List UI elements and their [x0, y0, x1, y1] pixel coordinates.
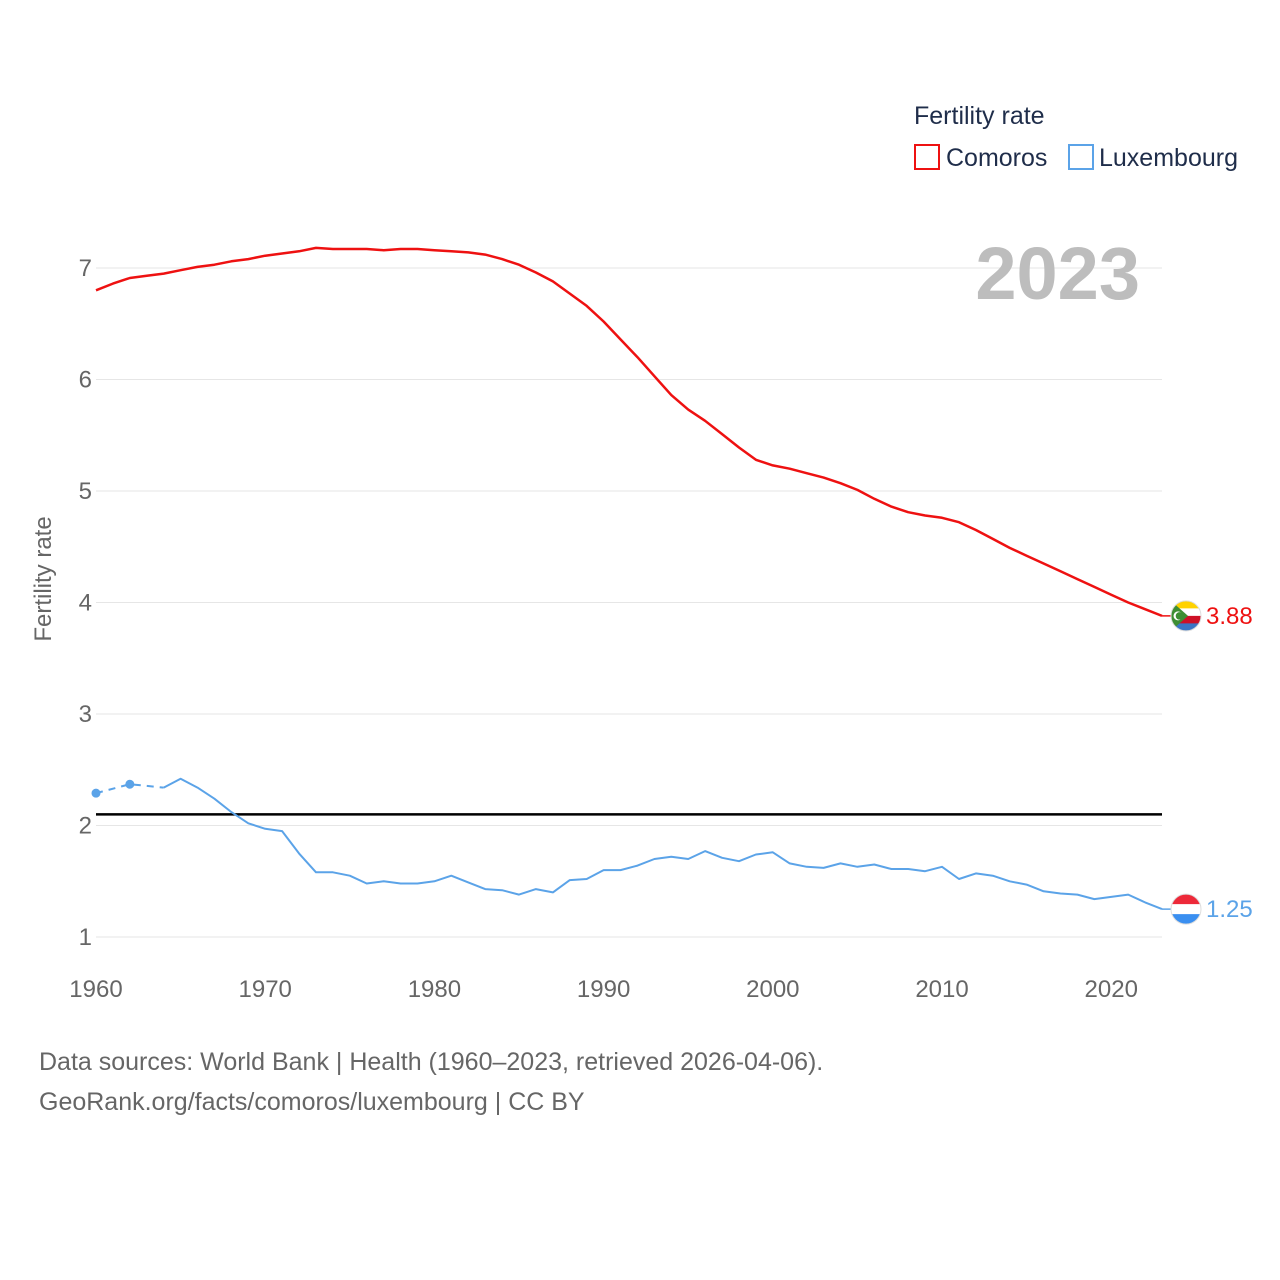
source-note: Data sources: World Bank | Health (1960–…	[39, 1042, 823, 1122]
x-axis-ticks: 1960 1970 1980 1990 2000 2010 2020	[69, 976, 1138, 1003]
year-label: 2023	[975, 232, 1140, 315]
comoros-end-value-label: 3.88	[1206, 603, 1253, 630]
source-line-2[interactable]: GeoRank.org/facts/comoros/luxembourg | C…	[39, 1088, 585, 1116]
y-tick-label: 1	[79, 924, 92, 951]
luxembourg-end-value-label: 1.25	[1206, 896, 1253, 923]
x-tick-label: 1960	[69, 976, 122, 1003]
x-tick-label: 2010	[915, 976, 968, 1003]
x-tick-label: 1990	[577, 976, 630, 1003]
x-tick-label: 1970	[239, 976, 292, 1003]
legend-item-luxembourg[interactable]: Luxembourg	[1068, 144, 1238, 172]
legend-label-comoros: Comoros	[946, 144, 1047, 172]
y-tick-label: 5	[79, 478, 92, 505]
y-tick-label: 7	[79, 255, 92, 282]
luxembourg-line	[163, 777, 1163, 911]
legend-title: Fertility rate	[914, 102, 1045, 130]
legend[interactable]: Fertility rate Comoros Luxembourg	[914, 102, 1238, 172]
series-lines	[91, 246, 1163, 911]
y-tick-label: 6	[79, 367, 92, 394]
legend-item-comoros[interactable]: Comoros	[914, 144, 1047, 172]
luxembourg-dashed-segment	[95, 783, 164, 795]
luxembourg-point	[91, 788, 101, 798]
x-tick-label: 2000	[746, 976, 799, 1003]
x-tick-label: 2020	[1085, 976, 1138, 1003]
legend-label-luxembourg: Luxembourg	[1099, 144, 1238, 172]
y-tick-label: 2	[79, 813, 92, 840]
grid-lines	[96, 267, 1162, 938]
legend-swatch-comoros	[914, 144, 940, 170]
legend-swatch-luxembourg	[1068, 144, 1094, 170]
y-axis-title: Fertility rate	[30, 516, 57, 641]
comoros-line	[95, 246, 1163, 618]
y-axis-ticks: 1 2 3 4 5 6 7	[79, 255, 92, 951]
y-tick-label: 4	[79, 590, 92, 617]
end-markers: 3.88 1.25	[1162, 600, 1253, 925]
source-line-1: Data sources: World Bank | Health (1960–…	[39, 1048, 824, 1076]
luxembourg-point	[125, 779, 135, 789]
x-tick-label: 1980	[408, 976, 461, 1003]
y-tick-label: 3	[79, 701, 92, 728]
luxembourg-flag-icon	[1170, 893, 1202, 925]
comoros-flag-icon	[1170, 600, 1202, 632]
